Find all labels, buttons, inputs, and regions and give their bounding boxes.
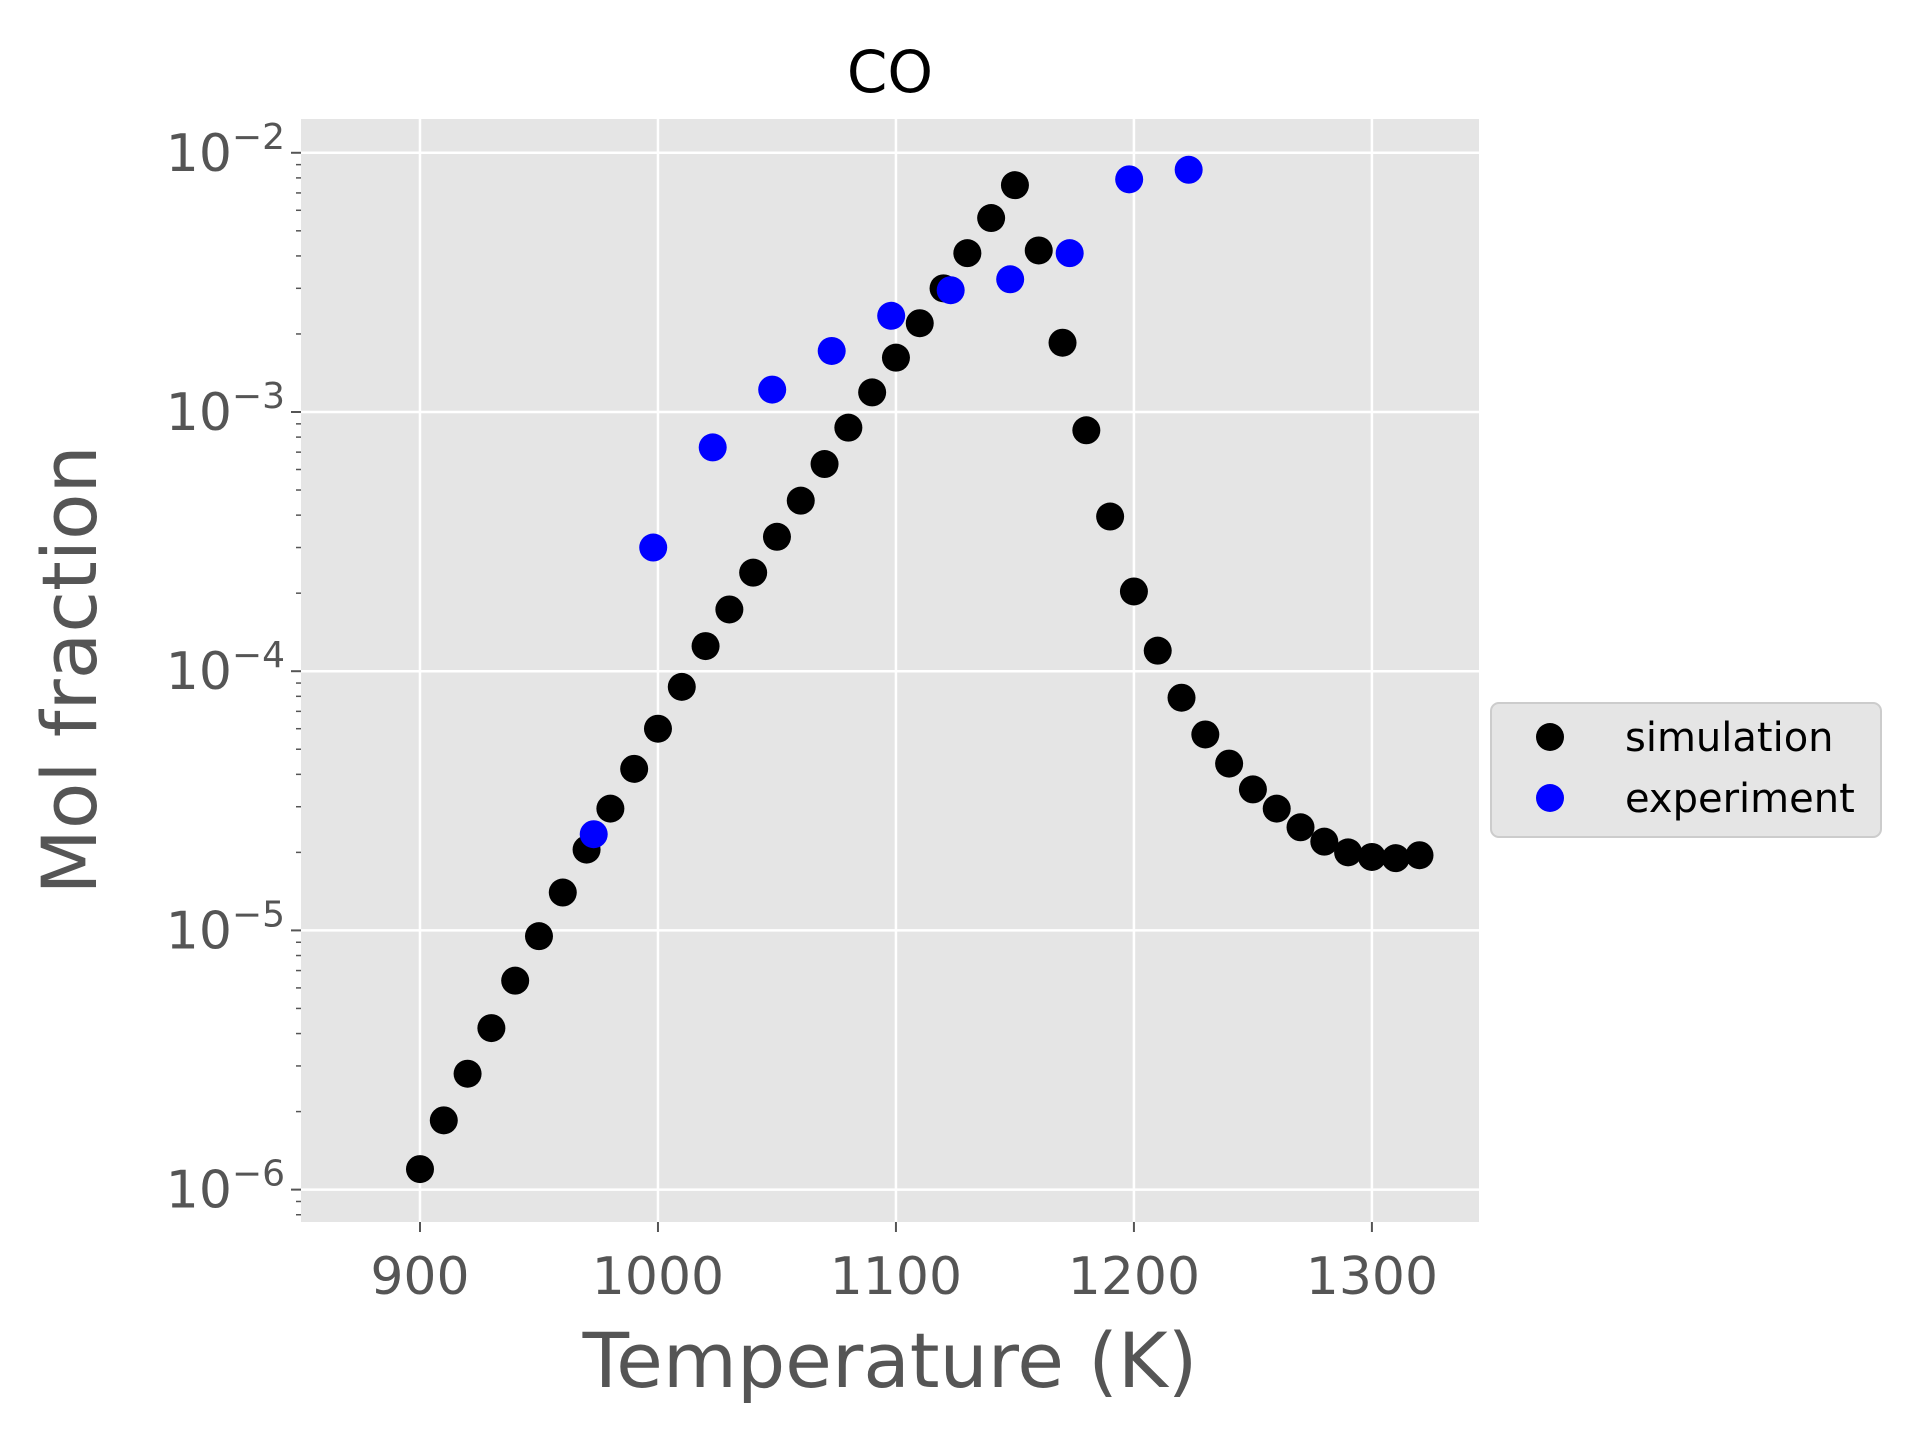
point-simulation	[786, 486, 815, 515]
point-simulation	[1024, 236, 1053, 265]
point-simulation	[1191, 720, 1220, 749]
point-simulation	[501, 966, 530, 995]
point-experiment	[1055, 239, 1084, 268]
point-simulation	[739, 558, 768, 587]
x-axis-ticks: 900 1000 1100 1200 1300	[370, 1222, 1438, 1307]
legend: simulation experiment	[1490, 702, 1882, 838]
y-minor-ticks	[296, 163, 301, 1216]
point-simulation	[762, 522, 791, 551]
point-experiment	[936, 276, 965, 305]
point-simulation	[977, 204, 1006, 233]
point-simulation	[405, 1155, 434, 1184]
point-experiment	[639, 533, 668, 562]
x-tick-label: 1300	[1306, 1247, 1438, 1307]
point-simulation	[477, 1014, 506, 1043]
point-simulation	[667, 672, 696, 701]
legend-label-simulation: simulation	[1625, 715, 1834, 761]
point-simulation	[453, 1059, 482, 1088]
point-simulation	[1048, 328, 1077, 357]
point-experiment	[1174, 155, 1203, 184]
point-simulation	[858, 378, 887, 407]
point-experiment	[996, 265, 1025, 294]
point-experiment	[877, 301, 906, 330]
x-axis-label: Temperature (K)	[582, 1316, 1198, 1405]
point-simulation	[1072, 416, 1101, 445]
point-simulation	[1334, 838, 1363, 867]
point-simulation	[1167, 683, 1196, 712]
point-simulation	[1096, 502, 1125, 531]
point-experiment	[1115, 165, 1144, 194]
point-simulation	[953, 239, 982, 268]
x-tick-label: 900	[370, 1247, 469, 1307]
legend-box	[1490, 702, 1882, 838]
y-tick-label: 10−2	[166, 117, 285, 184]
point-simulation	[691, 632, 720, 661]
x-tick-label: 1200	[1068, 1247, 1200, 1307]
point-simulation	[548, 878, 577, 907]
point-simulation	[810, 450, 839, 479]
point-simulation	[1310, 827, 1339, 856]
point-simulation	[524, 922, 553, 951]
point-simulation	[905, 309, 934, 338]
point-simulation	[1357, 842, 1386, 871]
point-simulation	[1381, 844, 1410, 873]
point-simulation	[643, 714, 672, 743]
point-simulation	[881, 343, 910, 372]
y-axis-ticks: 10−6 10−5 10−4 10−3 10−2	[166, 117, 301, 1221]
legend-marker-simulation	[1536, 723, 1564, 751]
point-experiment	[698, 433, 727, 462]
point-simulation	[1286, 813, 1315, 842]
legend-marker-experiment	[1536, 784, 1564, 812]
point-simulation	[1215, 749, 1244, 778]
chart-title: CO	[847, 38, 933, 106]
point-simulation	[1238, 775, 1267, 804]
x-tick-label: 1100	[830, 1247, 962, 1307]
point-simulation	[1000, 171, 1029, 200]
x-tick-label: 1000	[592, 1247, 724, 1307]
point-experiment	[758, 375, 787, 404]
point-simulation	[834, 413, 863, 442]
point-experiment	[817, 336, 846, 365]
y-tick-label: 10−6	[166, 1154, 285, 1221]
legend-label-experiment: experiment	[1625, 776, 1855, 822]
y-tick-label: 10−4	[166, 635, 285, 702]
point-simulation	[1262, 794, 1291, 823]
point-simulation	[1119, 577, 1148, 606]
point-simulation	[715, 595, 744, 624]
point-simulation	[620, 754, 649, 783]
point-simulation	[1143, 636, 1172, 665]
point-simulation	[596, 794, 625, 823]
y-tick-label: 10−5	[166, 894, 285, 961]
point-simulation	[1405, 841, 1434, 870]
point-experiment	[579, 820, 608, 849]
point-simulation	[429, 1106, 458, 1135]
y-tick-label: 10−3	[166, 376, 285, 443]
data-points	[405, 155, 1434, 1184]
y-axis-label: Mol fraction	[25, 445, 114, 894]
